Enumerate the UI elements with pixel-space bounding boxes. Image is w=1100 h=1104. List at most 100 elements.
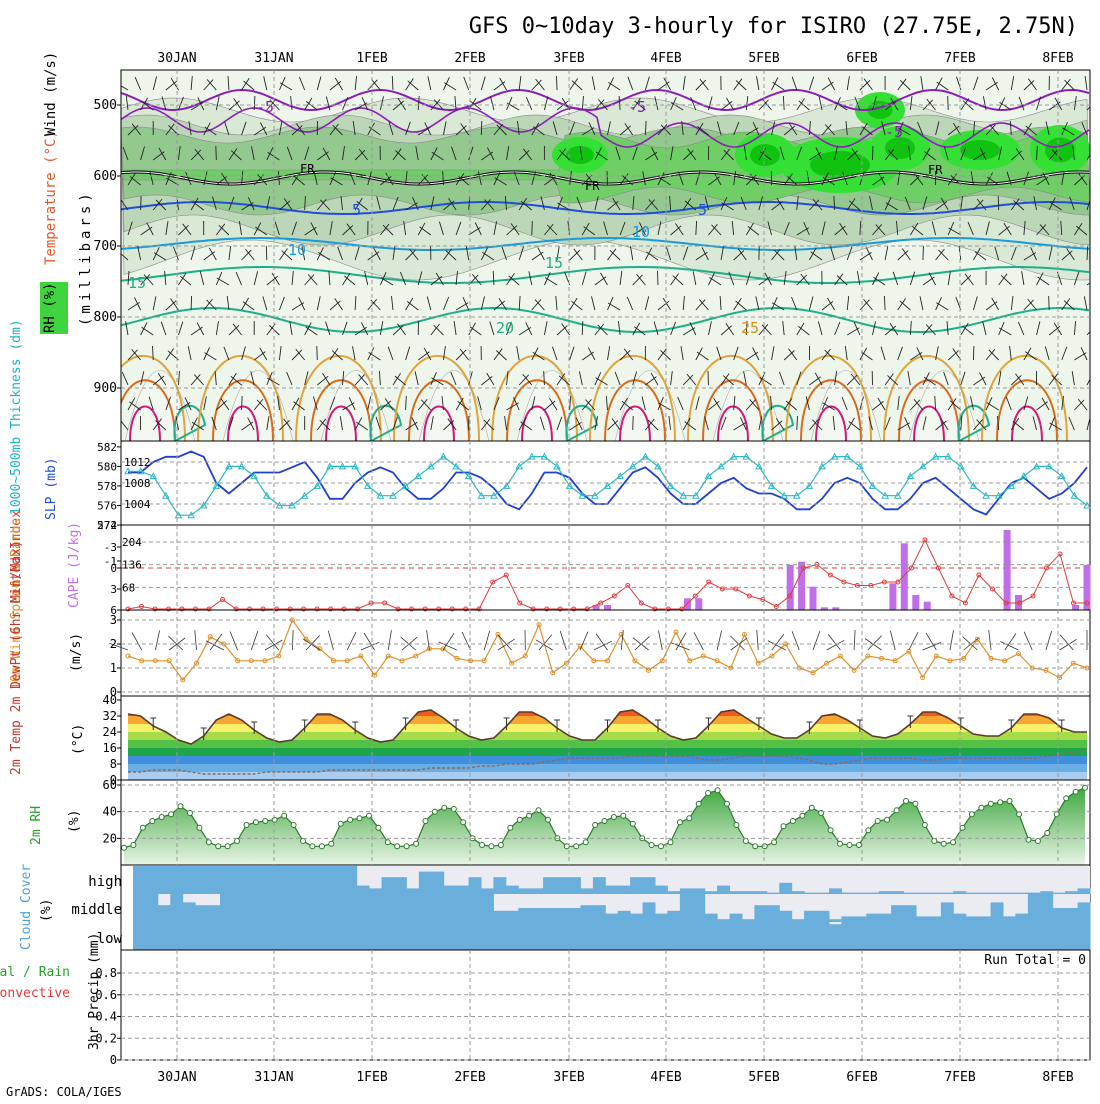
temp2m-label: 2m Temp 2m DewPt (6hr Min/Max)	[9, 540, 24, 775]
rh-point	[348, 817, 353, 822]
surface-wind-barb	[401, 637, 416, 650]
cloud-bar	[767, 905, 780, 922]
rh-point	[828, 828, 833, 833]
cloud-bar	[394, 922, 407, 950]
cloud-bar	[556, 922, 569, 950]
rh-point	[517, 817, 522, 822]
temp-band	[121, 748, 1090, 756]
cloud-bar	[170, 866, 183, 894]
ua-label-mb: (millibars)	[78, 189, 94, 326]
rh2m-label: 2m RH	[29, 806, 44, 845]
rh-point	[1035, 839, 1040, 844]
cloud-bar	[506, 922, 519, 950]
rh-point	[696, 801, 701, 806]
cloud-bar	[307, 922, 320, 950]
cloud-bar	[829, 919, 842, 922]
cloud-level-middle: middle	[71, 902, 122, 918]
cloud-bar	[543, 922, 556, 950]
rh-point	[489, 844, 494, 849]
contour-label: 15	[545, 254, 563, 272]
temp-band	[121, 764, 1090, 772]
date-label-top: 4FEB	[650, 51, 681, 66]
cloud-bar	[493, 911, 506, 922]
rh-point	[291, 823, 296, 828]
cloud-bar	[953, 922, 966, 950]
cloud-bar	[854, 922, 867, 950]
cloud-bar	[680, 888, 693, 894]
cloud-bar	[531, 888, 544, 894]
rh-point	[856, 843, 861, 848]
wind10m-frame	[121, 610, 1090, 696]
cloud-bar	[655, 914, 668, 922]
cloud-bar	[282, 866, 295, 894]
cloud-bar	[1003, 916, 1016, 922]
cloud-bar	[419, 894, 432, 922]
cloud-bar	[618, 922, 631, 950]
date-label-top: 31JAN	[254, 51, 293, 66]
rh-point	[838, 841, 843, 846]
cloud-bar	[568, 922, 581, 950]
cloud-bar	[692, 894, 705, 922]
cloud-bar	[643, 902, 656, 922]
y-tick-label: 8	[110, 757, 117, 771]
temp2m-panel	[121, 696, 1090, 780]
cloud-bar	[332, 894, 345, 922]
y-tick-label: 60	[103, 778, 117, 792]
rh-point	[602, 819, 607, 824]
cloud-bar	[817, 911, 830, 922]
upper-air-panel: -5 -5 -5 5 5 10 10 15 15 20 25 FR FR FR	[100, 70, 1099, 441]
wind-barb	[216, 146, 217, 160]
surface-wind-barb	[388, 630, 391, 650]
cloud-bar	[792, 891, 805, 894]
precip-label: 3hr Precip (mm)	[87, 933, 102, 1050]
date-label-top: 1FEB	[356, 51, 387, 66]
y-tick-label: 40	[103, 805, 117, 819]
rh-point	[263, 819, 268, 824]
y-tick-label: 578	[97, 480, 117, 493]
cloud-bar	[916, 922, 929, 950]
rh-point	[1073, 789, 1078, 794]
cloud-bar	[1003, 893, 1016, 894]
rh-point	[847, 843, 852, 848]
y-tick-label: 3	[110, 583, 117, 596]
ua-label-rh: RH (%)	[42, 282, 58, 333]
cloud-bar	[382, 894, 395, 922]
rh-point	[1083, 785, 1088, 790]
cloud-bar	[1065, 922, 1078, 950]
contour-label: 5	[352, 201, 361, 219]
rh-point	[150, 819, 155, 824]
cloud-bar	[841, 916, 854, 922]
li-line	[128, 540, 1087, 609]
surface-wind-barb	[462, 632, 471, 650]
cloud-bar	[680, 894, 693, 922]
rh-point	[244, 823, 249, 828]
cloud-bar	[518, 888, 531, 894]
cloud-bar	[841, 922, 854, 950]
rh-cell-core	[566, 146, 594, 164]
date-label-bottom: 8FEB	[1042, 1070, 1073, 1085]
cloud-bar	[630, 914, 643, 922]
cloud-bar	[506, 911, 519, 922]
wind-barb	[532, 221, 533, 235]
cloud-bar	[605, 914, 618, 922]
cloud-bar	[270, 894, 283, 922]
rh-point	[659, 844, 664, 849]
rh-point	[772, 840, 777, 845]
cloud-bar	[419, 872, 432, 894]
cloud-bar	[916, 916, 929, 922]
date-label-bottom: 31JAN	[254, 1070, 293, 1085]
cloud-bar	[1015, 922, 1028, 950]
surface-wind-barb	[1005, 633, 1016, 650]
cloud-bar	[717, 922, 730, 950]
rh-point	[913, 801, 918, 806]
cloud-bar	[854, 916, 867, 922]
surface-wind-barb	[890, 631, 895, 650]
cloud-bar	[966, 922, 979, 950]
rh-point	[235, 839, 240, 844]
cloud-bar	[618, 886, 631, 894]
rh-point	[197, 825, 202, 830]
cloud-bar	[754, 905, 767, 922]
wind-barb	[557, 76, 558, 90]
